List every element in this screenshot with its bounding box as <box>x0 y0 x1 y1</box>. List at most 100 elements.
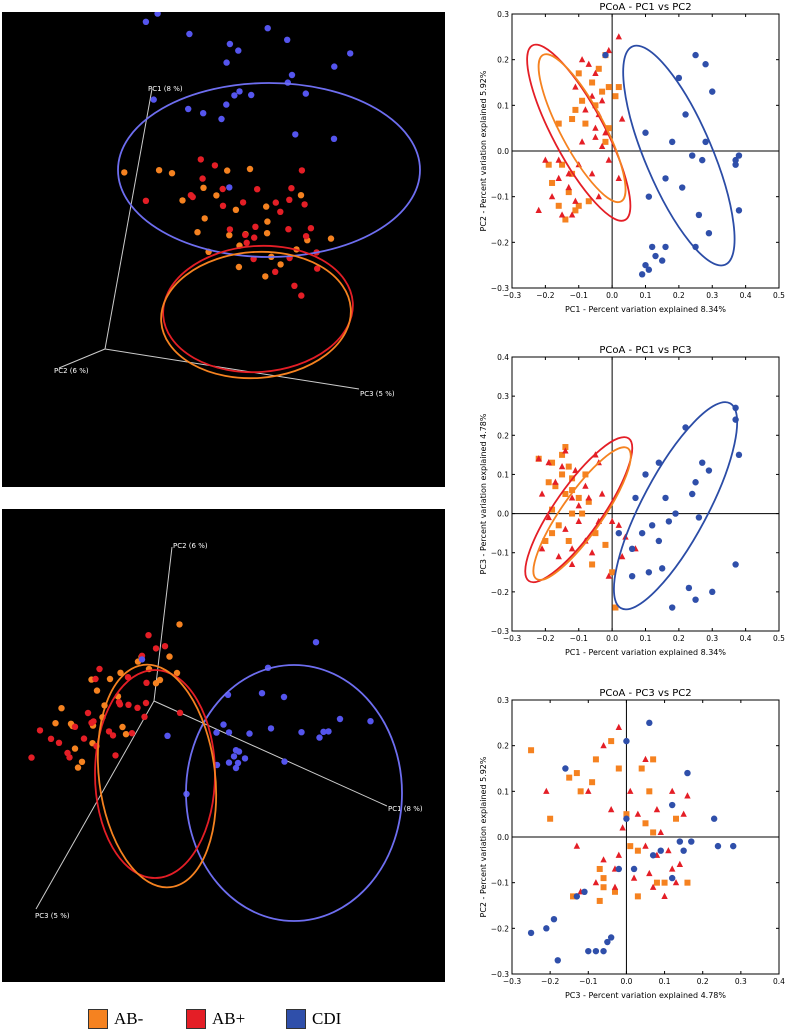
point-cdi <box>692 243 699 251</box>
point-ab-minus <box>566 774 573 781</box>
point-ab-minus <box>612 604 619 611</box>
x-tick-label: 0.4 <box>740 291 752 300</box>
point-ab-minus <box>565 463 572 470</box>
point-ab-minus <box>650 829 657 836</box>
point-ab-plus <box>145 632 152 639</box>
point-cdi <box>312 639 320 646</box>
point-ab-plus <box>545 513 552 521</box>
point-ab-plus <box>582 106 589 113</box>
point-ab-minus <box>263 230 271 237</box>
point-ab-minus <box>600 875 607 882</box>
point-cdi <box>607 934 615 941</box>
point-ab-plus <box>109 732 117 739</box>
point-cdi <box>298 729 305 736</box>
point-ab-minus <box>176 621 183 628</box>
point-ab-minus <box>582 120 589 127</box>
point-ab-plus <box>562 525 569 532</box>
point-ab-plus <box>47 735 55 742</box>
point-ab-minus <box>575 202 582 209</box>
legend-label-ab-minus: AB- <box>114 1009 144 1028</box>
point-ab-plus <box>672 879 680 886</box>
point-ab-plus <box>565 170 572 177</box>
point-ab-plus <box>605 46 612 54</box>
point-ab-plus <box>595 193 602 200</box>
point-cdi <box>658 565 666 572</box>
point-ab-minus <box>117 669 124 676</box>
chart-pc1-vs-pc3: −0.3 −0.2 −0.1 0.0 0.1 0.2 0.3 0.4 0.5 −0.3 −0.2 −0… <box>479 345 785 657</box>
point-cdi <box>223 101 230 108</box>
point-cdi <box>648 522 656 529</box>
point-ab-minus <box>246 165 254 173</box>
point-ab-minus <box>156 676 164 684</box>
point-ab-plus <box>254 186 261 193</box>
point-ab-plus <box>592 133 599 140</box>
point-cdi <box>685 584 693 592</box>
point-cdi <box>623 737 630 745</box>
axis-pc2-label: PC2 (6 %) <box>54 367 89 375</box>
axis-pc1-label: PC1 (8 %) <box>148 85 183 93</box>
point-cdi <box>241 755 249 762</box>
point-ab-plus <box>653 806 661 813</box>
point-ab-plus <box>277 208 284 215</box>
point-cdi <box>714 842 722 850</box>
point-ab-plus <box>96 665 103 673</box>
axis-pc1-line <box>104 88 153 350</box>
point-ab-plus <box>585 494 592 501</box>
y-tick-label: −0.1 <box>491 879 509 888</box>
point-cdi <box>225 759 233 766</box>
point-ab-minus <box>589 561 596 568</box>
point-cdi <box>732 561 739 568</box>
point-ab-minus <box>575 494 582 501</box>
ellipse-ab-minus <box>532 446 632 581</box>
point-cdi <box>581 888 588 895</box>
point-ab-plus <box>669 787 676 794</box>
point-ab-minus <box>552 483 559 490</box>
legend-label-ab-plus: AB+ <box>212 1009 246 1028</box>
point-ab-plus <box>143 679 150 686</box>
point-ab-plus <box>657 828 664 836</box>
point-ab-minus <box>549 530 556 537</box>
legend-swatch-ab-plus <box>186 1009 206 1029</box>
point-ab-plus <box>239 199 247 206</box>
point-cdi <box>150 96 157 103</box>
point-ab-plus <box>665 847 672 854</box>
point-cdi <box>709 588 716 596</box>
x-tick-label: 0.4 <box>740 634 752 643</box>
point-ab-minus <box>569 170 576 177</box>
point-ab-plus <box>55 739 63 746</box>
point-ab-minus <box>577 788 584 795</box>
point-cdi <box>735 451 743 459</box>
y-tick-label: 0.2 <box>497 431 509 440</box>
point-ab-minus <box>262 273 269 280</box>
point-cdi <box>302 90 309 97</box>
point-cdi <box>672 510 679 517</box>
point-cdi <box>330 135 338 142</box>
point-ab-plus <box>619 824 626 831</box>
point-ab-minus <box>226 232 233 239</box>
point-cdi <box>281 758 288 765</box>
point-ab-plus <box>600 742 607 749</box>
point-ab-plus <box>28 754 35 761</box>
point-cdi <box>200 110 207 117</box>
point-ab-minus <box>122 731 130 738</box>
point-ab-minus <box>232 206 240 213</box>
point-ab-minus <box>277 261 284 268</box>
point-cdi <box>320 728 327 735</box>
point-cdi <box>231 92 238 99</box>
point-ab-plus <box>605 156 612 163</box>
point-ab-plus <box>618 553 626 560</box>
point-cdi <box>623 815 630 822</box>
point-ab-minus <box>201 215 208 222</box>
point-ab-minus <box>200 184 207 191</box>
x-tick-label: 0.2 <box>673 291 685 300</box>
point-ab-plus <box>88 719 95 726</box>
point-cdi <box>695 514 703 521</box>
x-tick-label: 0.2 <box>697 977 709 986</box>
point-cdi <box>684 769 691 777</box>
point-ab-plus <box>565 183 572 191</box>
point-cdi <box>679 184 686 191</box>
y-tick-label: 0.3 <box>497 696 509 705</box>
point-ab-plus <box>134 704 141 711</box>
point-cdi <box>185 105 192 113</box>
point-cdi <box>657 847 664 854</box>
